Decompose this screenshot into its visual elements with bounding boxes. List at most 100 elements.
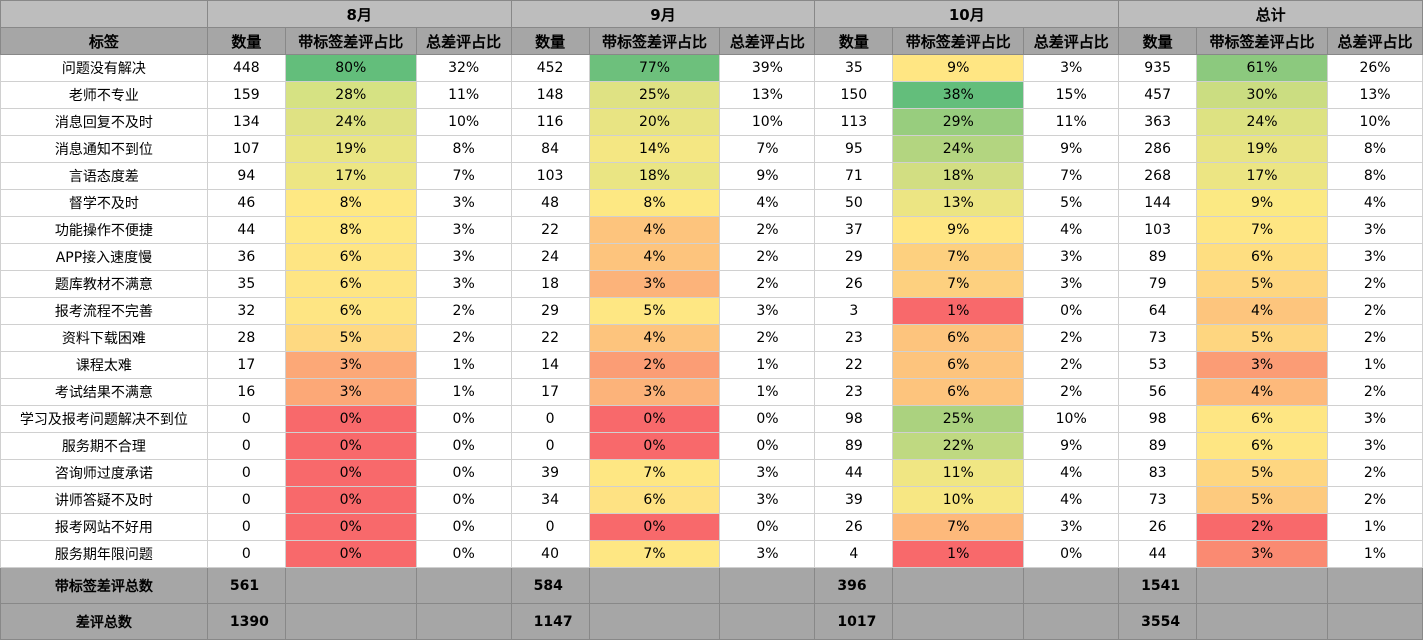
count-cell: 35 [206,270,286,298]
tagged-ratio-cell: 5% [284,324,417,352]
summary-value: 584 [510,567,590,604]
table-row: 报考流程不完善 32 6% 2% 29 5% 3% 3 1% 0% 64 4% 2% [0,297,1423,325]
tagged-ratio-cell: 19% [284,135,417,163]
summary-empty-cell [284,603,417,640]
month-header-aug: 8月 [206,0,512,28]
count-cell: 94 [206,162,286,190]
table-row: 考试结果不满意 16 3% 1% 17 3% 1% 23 6% 2% 56 4% 2% [0,378,1423,406]
tagged-ratio-cell: 6% [1196,243,1328,271]
summary-label: 差评总数 [0,603,208,640]
count-cell: 144 [1118,189,1198,217]
summary-value: 1017 [814,603,894,640]
tagged-ratio-cell: 25% [892,405,1025,433]
count-cell: 98 [1118,405,1198,433]
summary-empty-cell [1196,567,1328,604]
tagged-ratio-cell: 3% [1196,351,1328,379]
tagged-ratio-cell: 7% [892,513,1025,541]
total-ratio-cell: 0% [719,405,816,433]
total-ratio-cell: 13% [719,81,816,109]
row-label: 功能操作不便捷 [0,216,208,244]
tagged-ratio-cell: 8% [284,189,417,217]
count-cell: 159 [206,81,286,109]
summary-empty-cell [1327,603,1423,640]
count-cell: 17 [510,378,590,406]
total-ratio-header: 总差评占比 [415,27,512,55]
count-cell: 39 [814,486,894,514]
count-cell: 17 [206,351,286,379]
count-cell: 107 [206,135,286,163]
count-cell: 26 [814,270,894,298]
count-cell: 0 [510,432,590,460]
table-row: 督学不及时 46 8% 3% 48 8% 4% 50 13% 5% 144 9% 4% [0,189,1423,217]
row-label: 考试结果不满意 [0,378,208,406]
total-ratio-cell: 26% [1327,54,1423,82]
total-ratio-cell: 2% [1327,270,1423,298]
total-ratio-cell: 2% [1327,459,1423,487]
tagged-ratio-cell: 9% [892,216,1025,244]
total-ratio-cell: 10% [1023,405,1120,433]
count-cell: 71 [814,162,894,190]
count-cell: 64 [1118,297,1198,325]
count-cell: 268 [1118,162,1198,190]
tagged-ratio-cell: 24% [284,108,417,136]
row-label: 服务期不合理 [0,432,208,460]
count-cell: 26 [1118,513,1198,541]
tagged-ratio-cell: 77% [588,54,721,82]
summary-row: 差评总数 1390 1147 1017 3554 [0,603,1423,640]
count-cell: 48 [510,189,590,217]
tagged-ratio-cell: 29% [892,108,1025,136]
tagged-ratio-header: 带标签差评占比 [892,27,1025,55]
count-cell: 44 [814,459,894,487]
count-header: 数量 [510,27,590,55]
total-ratio-cell: 3% [719,540,816,568]
tagged-ratio-cell: 38% [892,81,1025,109]
total-ratio-cell: 4% [1023,459,1120,487]
count-cell: 29 [510,297,590,325]
tagged-ratio-cell: 4% [588,324,721,352]
total-ratio-header: 总差评占比 [719,27,816,55]
total-ratio-cell: 3% [1327,405,1423,433]
month-header-row: 8月 9月 10月 总计 [0,0,1423,28]
table-row: 讲师答疑不及时 0 0% 0% 34 6% 3% 39 10% 4% 73 5% 2% [0,486,1423,514]
tagged-ratio-cell: 1% [892,297,1025,325]
count-cell: 95 [814,135,894,163]
count-cell: 22 [814,351,894,379]
summary-value: 1541 [1118,567,1198,604]
count-cell: 0 [206,540,286,568]
column-header-row: 标签 数量 带标签差评占比 总差评占比 数量 带标签差评占比 总差评占比 数量 … [0,27,1423,55]
tagged-ratio-cell: 6% [284,243,417,271]
table-row: 题库教材不满意 35 6% 3% 18 3% 2% 26 7% 3% 79 5% 2% [0,270,1423,298]
total-ratio-cell: 1% [719,351,816,379]
row-label: 咨询师过度承诺 [0,459,208,487]
tagged-ratio-cell: 7% [1196,216,1328,244]
total-ratio-cell: 39% [719,54,816,82]
tagged-ratio-cell: 3% [588,270,721,298]
total-ratio-cell: 3% [415,243,512,271]
tagged-ratio-cell: 0% [588,513,721,541]
total-ratio-cell: 10% [415,108,512,136]
table-row: 功能操作不便捷 44 8% 3% 22 4% 2% 37 9% 4% 103 7% 3% [0,216,1423,244]
tagged-ratio-cell: 7% [892,243,1025,271]
total-ratio-cell: 10% [1327,108,1423,136]
summary-empty-cell [1023,603,1120,640]
tagged-ratio-cell: 22% [892,432,1025,460]
total-ratio-cell: 3% [1327,243,1423,271]
tagged-ratio-cell: 80% [284,54,417,82]
total-ratio-cell: 11% [415,81,512,109]
tagged-ratio-cell: 0% [284,540,417,568]
tagged-ratio-cell: 6% [892,351,1025,379]
total-ratio-cell: 3% [415,216,512,244]
summary-empty-cell [1023,567,1120,604]
tagged-ratio-header: 带标签差评占比 [1196,27,1328,55]
tagged-ratio-cell: 6% [588,486,721,514]
count-header: 数量 [206,27,286,55]
tagged-ratio-cell: 6% [892,324,1025,352]
total-ratio-cell: 8% [1327,135,1423,163]
row-label: 言语态度差 [0,162,208,190]
count-header: 数量 [1118,27,1198,55]
tagged-ratio-cell: 4% [588,216,721,244]
count-cell: 134 [206,108,286,136]
tagged-ratio-cell: 2% [588,351,721,379]
total-ratio-cell: 4% [719,189,816,217]
total-ratio-cell: 7% [719,135,816,163]
